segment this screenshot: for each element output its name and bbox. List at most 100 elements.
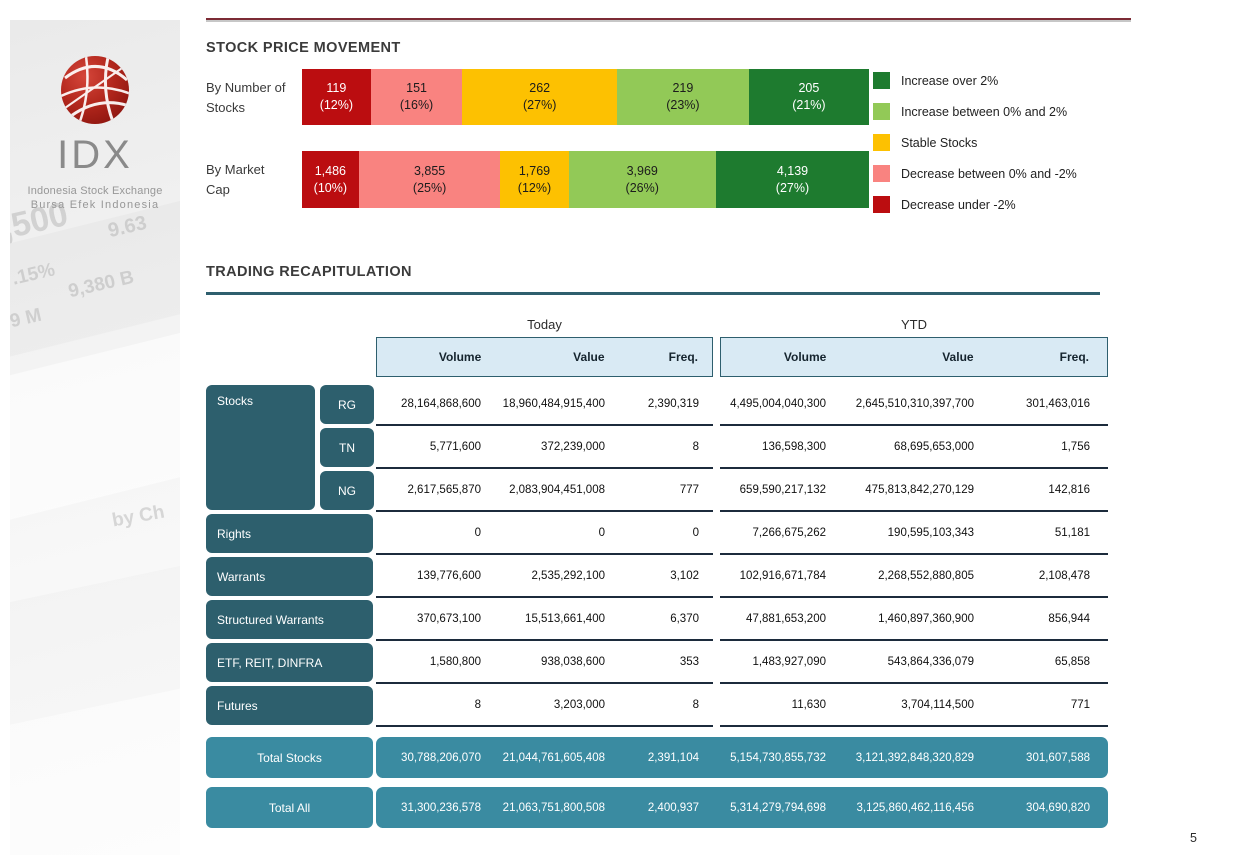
cell: 7,266,675,262: [752, 526, 826, 539]
segment-pct: (23%): [666, 98, 700, 112]
cell: 2,535,292,100: [531, 569, 605, 582]
row-data-ytd: 7,266,675,262 190,595,103,343 51,181: [720, 512, 1108, 555]
row-data-today: 370,673,100 15,513,661,400 6,370: [376, 598, 713, 641]
segment-value: 219: [672, 81, 694, 96]
sidebar-texture: [10, 550, 180, 730]
row-label-total-stocks: Total Stocks: [206, 737, 373, 778]
cell: 6,370: [670, 612, 699, 625]
column-header-freq: Freq.: [1059, 350, 1089, 364]
segment-value: 205: [798, 81, 820, 96]
bar-segment: 205 (21%): [748, 69, 870, 125]
cell: 2,083,904,451,008: [509, 483, 605, 496]
row-label-total-all: Total All: [206, 787, 373, 828]
logo-subtitle-id: Bursa Efek Indonesia: [30, 199, 160, 211]
stacked-bars: By Number of Stocks 119 (12%) 151 (16%) …: [206, 69, 873, 227]
cell: 2,391,104: [647, 751, 699, 764]
bar-segment: 219 (23%): [617, 69, 749, 125]
cell: 3,121,392,848,320,829: [855, 751, 974, 764]
legend-label: Increase between 0% and 2%: [901, 104, 1068, 119]
today-group-header: Today: [527, 316, 562, 332]
cell: 372,239,000: [541, 440, 605, 453]
cell: 8: [692, 698, 699, 711]
row-label-tn: TN: [320, 428, 374, 467]
ytd-group-header: YTD: [901, 316, 927, 332]
cell: 2,390,319: [647, 397, 699, 410]
segment-pct: (16%): [399, 98, 434, 112]
segment-pct: (10%): [313, 180, 348, 195]
watermark-text: by Ch: [110, 501, 167, 532]
segment-pct: (27%): [523, 98, 557, 112]
segment-value: 119: [326, 81, 347, 96]
cell: 136,598,300: [762, 440, 826, 453]
cell: 2,108,478: [1038, 569, 1090, 582]
cell: 68,695,653,000: [894, 440, 974, 453]
segment-pct: (26%): [625, 180, 659, 195]
sidebar-banner: ,500 9.63 .15% 9,380 B 9 M by Ch: [10, 20, 180, 855]
legend-swatch-increase-over-2: [873, 72, 890, 89]
ytd-column-headers: Volume Value Freq.: [720, 337, 1108, 377]
cell: 938,038,600: [541, 655, 605, 668]
cell: 21,044,761,605,408: [502, 751, 605, 764]
column-header-volume: Volume: [438, 350, 482, 364]
bar-segment: 1,486 (10%): [302, 151, 359, 208]
cell: 190,595,103,343: [887, 526, 974, 539]
row-label-rights: Rights: [206, 514, 373, 553]
cell: 1,483,927,090: [752, 655, 826, 668]
segment-pct: (27%): [775, 180, 810, 195]
bar-segment: 1,769 (12%): [500, 151, 569, 208]
bar-segment: 151 (16%): [370, 69, 463, 125]
cell: 31,300,236,578: [401, 801, 481, 814]
cell: 21,063,751,800,508: [502, 801, 605, 814]
report-content: STOCK PRICE MOVEMENT By Number of Stocks…: [206, 0, 1132, 829]
total-stocks-row: 30,788,206,070 21,044,761,605,408 2,391,…: [376, 737, 1108, 778]
row-label-etf-reit-dinfra: ETF, REIT, DINFRA: [206, 643, 373, 682]
stacked-bar-by-market-cap: 1,486 (10%) 3,855 (25%) 1,769 (12%) 3,: [302, 151, 870, 208]
cell: 3,125,860,462,116,456: [856, 801, 974, 814]
cell: 8: [692, 440, 699, 453]
idx-globe-icon: [61, 56, 129, 124]
cell: 0: [598, 526, 605, 539]
cell: 301,607,588: [1026, 751, 1090, 764]
cell: 5,314,279,794,698: [730, 801, 826, 814]
cell: 5,771,600: [429, 440, 481, 453]
row-data-today: 139,776,600 2,535,292,100 3,102: [376, 555, 713, 598]
row-data-today: 2,617,565,870 2,083,904,451,008 777: [376, 469, 713, 512]
cell: 1,460,897,360,900: [878, 612, 974, 625]
section-title-stock-price-movement: STOCK PRICE MOVEMENT: [206, 40, 401, 56]
cell: 301,463,016: [1026, 397, 1090, 410]
cell: 142,816: [1048, 483, 1090, 496]
column-header-volume: Volume: [783, 350, 827, 364]
cell: 51,181: [1054, 526, 1090, 539]
row-label-futures: Futures: [206, 686, 373, 725]
cell: 2,268,552,880,805: [878, 569, 974, 582]
logo-title: IDX: [57, 133, 133, 177]
legend: Increase over 2% Increase between 0% and…: [873, 69, 1077, 227]
legend-label: Increase over 2%: [901, 73, 999, 88]
legend-item: Decrease under -2%: [873, 196, 1077, 213]
row-data-today: 8 3,203,000 8: [376, 684, 713, 727]
segment-pct: (21%): [792, 98, 826, 112]
row-data-ytd: 4,495,004,040,300 2,645,510,310,397,700 …: [720, 383, 1108, 426]
cell: 30,788,206,070: [401, 751, 481, 764]
legend-label: Stable Stocks: [901, 135, 978, 150]
cell: 28,164,868,600: [401, 397, 481, 410]
segment-value: 1,486: [314, 163, 346, 178]
bar-segment: 262 (27%): [462, 69, 618, 125]
bar-segment: 3,969 (26%): [568, 151, 716, 208]
row-data-ytd: 102,916,671,784 2,268,552,880,805 2,108,…: [720, 555, 1108, 598]
column-header-value: Value: [942, 350, 974, 364]
bar-segment: 119 (12%): [302, 69, 371, 125]
top-rule: [206, 18, 1131, 22]
column-header-freq: Freq.: [668, 350, 698, 364]
row-label-warrants: Warrants: [206, 557, 373, 596]
trading-recapitulation-table: Today YTD Volume Value Freq. Volume Valu…: [206, 311, 1108, 829]
idx-logo: IDX Indonesia Stock Exchange Bursa Efek …: [10, 20, 180, 211]
bar-row-by-number-of-stocks: By Number of Stocks 119 (12%) 151 (16%) …: [206, 69, 873, 125]
total-all-row: 31,300,236,578 21,063,751,800,508 2,400,…: [376, 787, 1108, 828]
row-data-ytd: 47,881,653,200 1,460,897,360,900 856,944: [720, 598, 1108, 641]
cell: 0: [474, 526, 481, 539]
legend-swatch-decrease-under-2: [873, 196, 890, 213]
cell: 1,756: [1061, 440, 1090, 453]
cell: 0: [692, 526, 699, 539]
